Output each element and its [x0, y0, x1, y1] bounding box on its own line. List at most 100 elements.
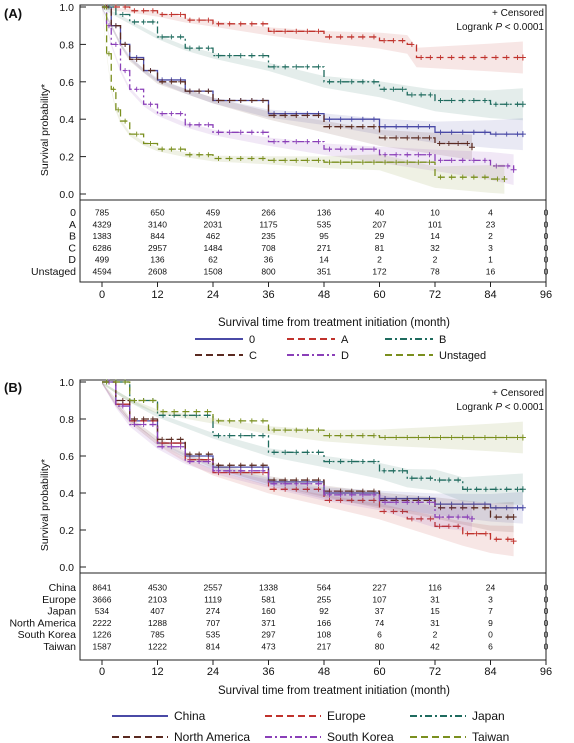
panel-b-censor-mark [404, 435, 410, 440]
panel-b-censor-mark [271, 449, 277, 455]
panel-b-legend-label: Europe [327, 709, 366, 723]
panel-b-censor-mark [216, 468, 222, 474]
panel-b-censor-mark [196, 459, 202, 465]
panel-a-censor-mark [315, 28, 321, 34]
panel-b-censor-mark [304, 481, 310, 487]
panel-b-ytick-label: 0.2 [59, 525, 74, 537]
panel-a-censor-mark [150, 8, 156, 14]
panel-a-censor-mark [382, 152, 388, 158]
panel-b-censor-mark [205, 459, 211, 465]
panel-b-censor-mark [131, 416, 137, 422]
panel-a-censor-mark [249, 129, 255, 135]
panel-b-censor-mark [216, 418, 222, 424]
panel-b-censor-mark [415, 499, 421, 505]
panel-b-censor-mark [120, 398, 126, 403]
panel-b-risk-value: 3666 [93, 594, 112, 604]
panel-b-ytick-label: 0.6 [59, 451, 74, 463]
panel-b-xtick-label: 72 [429, 666, 441, 678]
panel-a-censored-note: + Censored [492, 8, 544, 19]
panel-a-censor-mark [393, 135, 399, 141]
panel-a-censor-mark [482, 54, 488, 60]
panel-a-censor-mark [271, 139, 277, 145]
panel-b-band-europe [102, 382, 514, 557]
panel-a-censor-mark [501, 176, 508, 183]
panel-b-censor-mark [449, 505, 455, 511]
panel-a-legend-label: C [249, 350, 257, 362]
panel-a-xtick-label: 24 [207, 289, 219, 301]
panel-a-band-d [102, 7, 514, 186]
panel-b-risk-value: 1338 [259, 583, 278, 593]
panel-a-censor-mark [196, 152, 202, 158]
panel-b-series-europe [102, 381, 515, 542]
panel-a-censor-mark [115, 107, 121, 113]
panel-a-censor-mark [260, 53, 266, 59]
panel-a-censor-mark [168, 79, 174, 85]
panel-a-risk-value: 0 [544, 243, 549, 253]
panel-a-risk-value: 36 [264, 255, 274, 265]
panel-a-censor-mark [271, 28, 277, 34]
panel-a-censor-mark [504, 54, 510, 60]
panel-a-censor-mark [106, 51, 112, 57]
panel-b-censor-mark [381, 509, 387, 514]
panel-a-risk-value: 10 [430, 208, 440, 218]
panel-b-censor-mark [460, 505, 466, 511]
panel-a-censor-mark [390, 38, 396, 44]
panel-b-censor-mark [371, 492, 377, 498]
panel-a-xtick-label: 36 [262, 289, 274, 301]
panel-b-xtick-label: 96 [540, 666, 552, 678]
panel-b-censor-mark [474, 486, 480, 492]
panel-b-censor-mark [227, 433, 233, 439]
panel-b-censor-mark [464, 514, 470, 520]
panel-b-censor-mark [504, 486, 510, 492]
panel-b-risk-value: 0 [544, 630, 549, 640]
panel-b-risk-value: 2 [433, 630, 438, 640]
panel-a-censor-mark [113, 41, 119, 47]
panel-b-legend-label: South Korea [327, 730, 394, 743]
panel-b-censor-mark [238, 468, 244, 474]
panel-b-censor-mark [293, 486, 299, 492]
panel-a-censor-mark [131, 8, 137, 14]
panel-a-risk-row-label: 0 [70, 207, 76, 219]
panel-a-censor-mark [449, 174, 455, 180]
panel-a-censor-mark [315, 157, 321, 163]
panel-b-frame [79, 379, 547, 661]
panel-a-censor-mark [338, 79, 344, 85]
panel-b-censor-mark [415, 435, 421, 440]
panel-a-band-b [102, 7, 523, 121]
panel-b-censor-mark [227, 418, 233, 424]
panel-b-risk-value: 160 [261, 606, 275, 616]
panel-b-censor-mark [327, 459, 333, 465]
panel-a-censor-mark [293, 112, 299, 118]
panel-a-censor-mark [282, 157, 288, 163]
panel-b-risk-value: 1288 [148, 618, 167, 628]
panel-a-censor-mark [438, 174, 444, 180]
panel-b-censor-mark [371, 433, 377, 439]
panel-a-risk-value: 2 [488, 231, 493, 241]
panel-b-censor-mark [455, 477, 461, 483]
panel-a-censor-mark [493, 131, 499, 137]
panel-b-censor-mark [426, 435, 432, 440]
panel-b-censor-mark [150, 398, 156, 403]
panel-a-censor-mark [304, 157, 310, 163]
panel-a-censor-mark [304, 112, 310, 118]
panel-b-censor-mark [493, 486, 499, 492]
panel-b-censor-mark [282, 449, 288, 455]
panel-b-risk-value: 371 [261, 618, 275, 628]
panel-a-label: (A) [4, 6, 22, 21]
panel-b-risk-value: 9 [488, 618, 493, 628]
panel-b-risk-value: 0 [544, 618, 549, 628]
panel-a-censor-mark [134, 131, 140, 137]
panel-b-censor-mark [327, 492, 333, 498]
panel-b-risk-value: 407 [150, 606, 164, 616]
panel-b-censor-mark [390, 509, 396, 514]
panel-b-band-china [102, 382, 523, 524]
panel-a-censor-mark [519, 54, 526, 61]
panel-b-risk-value: 92 [319, 606, 329, 616]
panel-a-censor-mark [438, 54, 444, 60]
panel-b-censor-mark [338, 433, 344, 439]
panel-b-risk-row-label: Europe [42, 594, 76, 606]
panel-a-censor-mark [120, 11, 126, 17]
panel-b-risk-value: 107 [372, 594, 386, 604]
panel-b-censor-mark [260, 468, 266, 474]
panel-a-censor-mark [148, 68, 154, 74]
